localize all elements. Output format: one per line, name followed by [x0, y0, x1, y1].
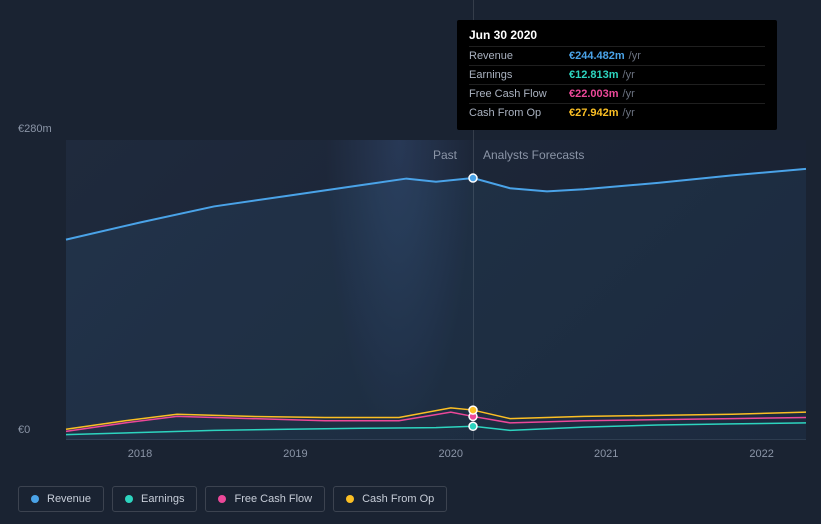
- series-area-revenue: [66, 169, 806, 440]
- tooltip-metric-label: Free Cash Flow: [469, 88, 569, 100]
- legend-dot-icon: [125, 495, 133, 503]
- tooltip-metric-label: Earnings: [469, 69, 569, 81]
- x-axis-label: 2019: [283, 448, 307, 460]
- x-axis-label: 2020: [439, 448, 463, 460]
- legend-label: Revenue: [47, 493, 91, 505]
- legend-label: Free Cash Flow: [234, 493, 312, 505]
- legend-item-fcf[interactable]: Free Cash Flow: [205, 486, 325, 512]
- x-axis-label: 2018: [128, 448, 152, 460]
- tooltip-row: Earnings€12.813m/yr: [469, 65, 765, 84]
- tooltip-metric-value: €12.813m: [569, 69, 619, 81]
- tooltip-metric-unit: /yr: [623, 88, 635, 100]
- tooltip-row: Revenue€244.482m/yr: [469, 46, 765, 65]
- y-axis-label-min: €0: [18, 424, 30, 436]
- tooltip-metric-label: Cash From Op: [469, 107, 569, 119]
- legend-label: Cash From Op: [362, 493, 434, 505]
- y-axis-label-max: €280m: [18, 123, 52, 135]
- chart-legend: Revenue Earnings Free Cash Flow Cash From O…: [18, 486, 447, 512]
- tooltip-metric-value: €22.003m: [569, 88, 619, 100]
- marker-revenue: [469, 174, 477, 182]
- tooltip-metric-unit: /yr: [623, 69, 635, 81]
- legend-dot-icon: [31, 495, 39, 503]
- tooltip-metric-value: €27.942m: [569, 107, 619, 119]
- legend-item-revenue[interactable]: Revenue: [18, 486, 104, 512]
- tooltip-metric-unit: /yr: [629, 50, 641, 62]
- x-axis-label: 2022: [749, 448, 773, 460]
- x-axis-label: 2021: [594, 448, 618, 460]
- legend-dot-icon: [346, 495, 354, 503]
- tooltip-metric-unit: /yr: [623, 107, 635, 119]
- tooltip-row: Free Cash Flow€22.003m/yr: [469, 84, 765, 103]
- tooltip-metric-label: Revenue: [469, 50, 569, 62]
- legend-label: Earnings: [141, 493, 184, 505]
- tooltip-title: Jun 30 2020: [469, 28, 765, 46]
- marker-cfo: [469, 406, 477, 414]
- legend-item-cfo[interactable]: Cash From Op: [333, 486, 447, 512]
- tooltip-row: Cash From Op€27.942m/yr: [469, 103, 765, 122]
- tooltip-metric-value: €244.482m: [569, 50, 625, 62]
- marker-earnings: [469, 422, 477, 430]
- legend-dot-icon: [218, 495, 226, 503]
- chart-tooltip: Jun 30 2020 Revenue€244.482m/yrEarnings€…: [457, 20, 777, 130]
- legend-item-earnings[interactable]: Earnings: [112, 486, 197, 512]
